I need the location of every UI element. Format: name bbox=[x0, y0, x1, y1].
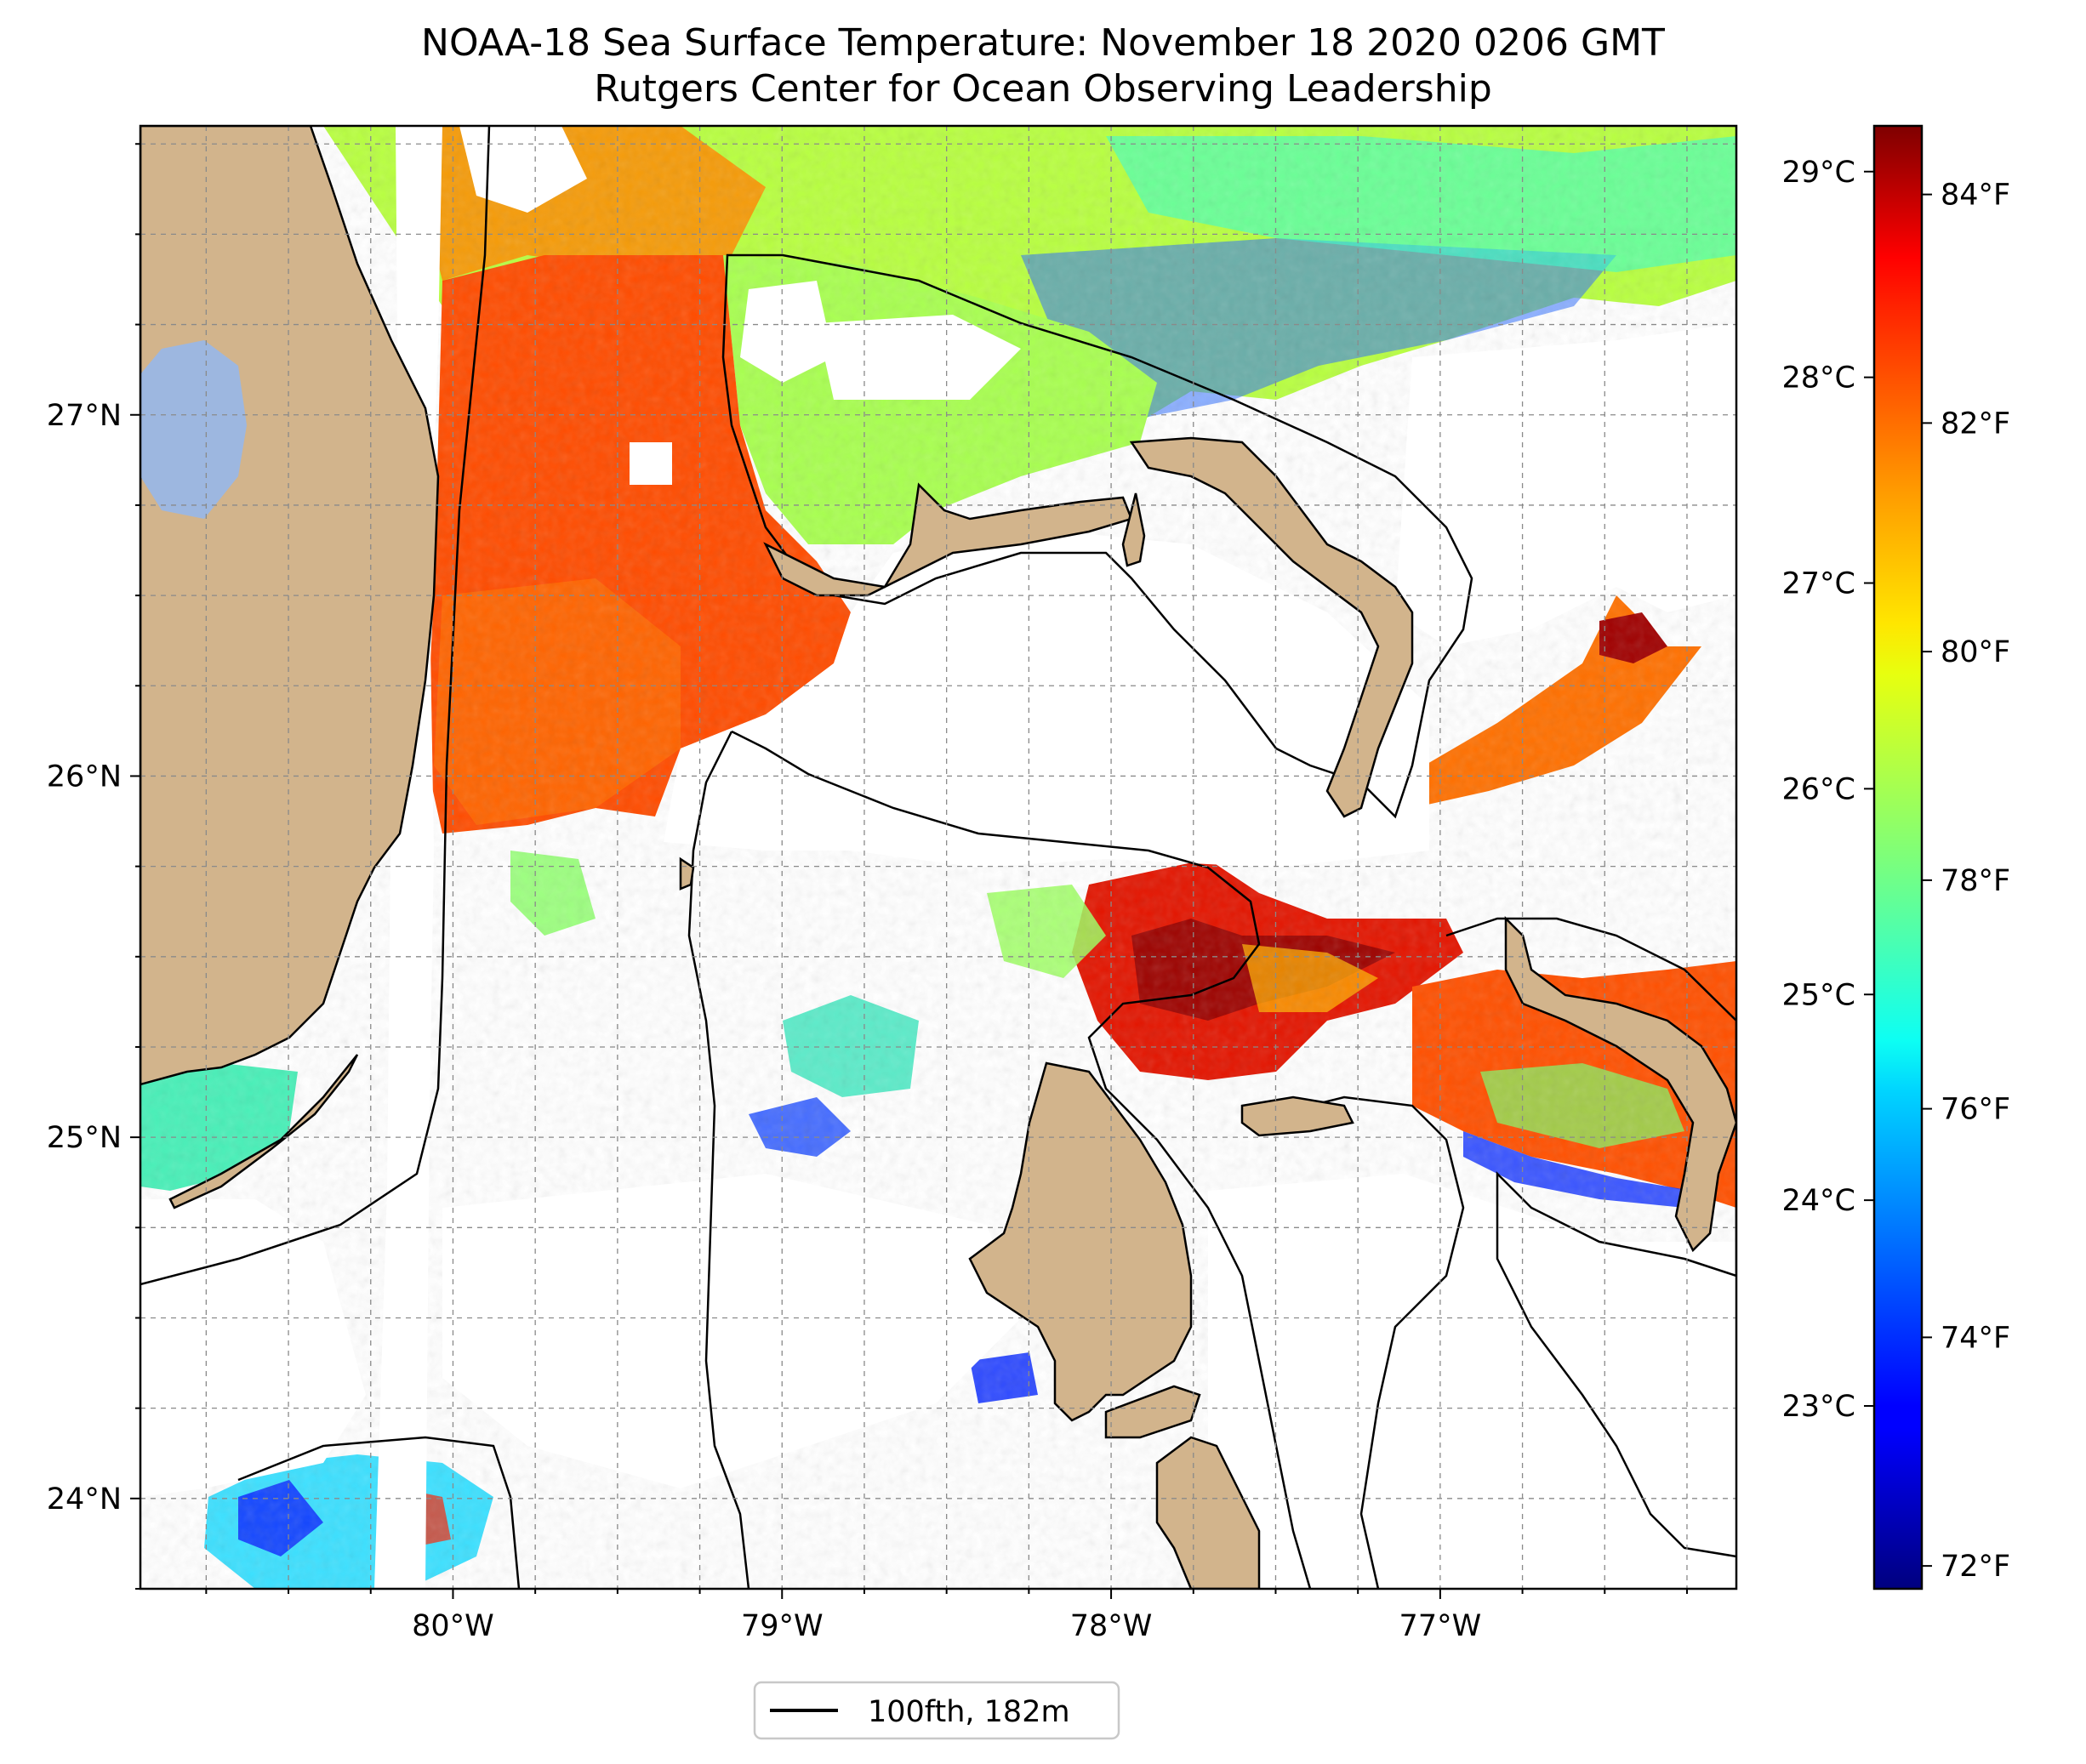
lake-okeechobee bbox=[140, 340, 247, 519]
colorbar-c-label: 23°C bbox=[1782, 1390, 1855, 1424]
map-frame bbox=[139, 124, 1738, 1590]
land-abaco bbox=[1129, 436, 1414, 818]
colorbar-c-label: 25°C bbox=[1782, 978, 1855, 1012]
colorbar-f-label: 80°F bbox=[1941, 635, 2010, 669]
cloud-mask-east bbox=[1395, 323, 1736, 646]
lon-tick-label: 80°W bbox=[412, 1609, 494, 1643]
contour-andros-west bbox=[687, 731, 750, 1589]
lon-tick-label: 77°W bbox=[1399, 1609, 1482, 1643]
contour-great-bahama-bank bbox=[731, 730, 1312, 1589]
legend-box bbox=[753, 1681, 1120, 1740]
colorbar-c-label: 24°C bbox=[1782, 1184, 1855, 1218]
legend[interactable]: 100fth, 182m bbox=[753, 1681, 1120, 1740]
lon-tick-label: 78°W bbox=[1070, 1609, 1153, 1643]
land-layer bbox=[140, 126, 1736, 1589]
cloud-mask-north-2 bbox=[817, 315, 1021, 400]
lat-tick-label: 27°N bbox=[47, 399, 122, 433]
lat-tick-label: 24°N bbox=[47, 1482, 122, 1516]
lat-tick-label: 26°N bbox=[47, 760, 122, 794]
colorbar-c-label: 26°C bbox=[1782, 772, 1855, 806]
land-andros-middle bbox=[1104, 1385, 1201, 1439]
cloud-mask-central bbox=[664, 527, 1429, 868]
cloud-mask-south bbox=[442, 1174, 1021, 1488]
cloud-mask-keys-west bbox=[140, 1199, 366, 1497]
colorbar[interactable]: 72°F 74°F 76°F 78°F 80°F 82°F 84°F 23°C 24°C 25°C… bbox=[1782, 124, 2011, 1590]
land-florida-keys bbox=[168, 1054, 359, 1209]
colorbar-ticks: 72°F 74°F 76°F 78°F 80°F 82°F 84°F 23°C 24°C 25°C… bbox=[1782, 156, 2011, 1584]
contour-exuma bbox=[1445, 917, 1736, 1558]
land-andros bbox=[968, 1061, 1193, 1422]
contour-florida-shelf bbox=[140, 126, 491, 1286]
colorbar-f-label: 78°F bbox=[1941, 864, 2010, 898]
colorbar-c-label: 28°C bbox=[1782, 361, 1855, 395]
land-andros-south bbox=[1155, 1436, 1261, 1589]
cloud-mask-north-1 bbox=[740, 281, 834, 383]
land-berry-islands bbox=[1121, 492, 1146, 567]
land-eleuthera bbox=[1504, 915, 1736, 1253]
colorbar-f-label: 72°F bbox=[1941, 1550, 2010, 1584]
colorbar-c-label: 29°C bbox=[1782, 156, 1855, 190]
contour-tongue-of-ocean bbox=[1275, 1095, 1465, 1589]
colorbar-f-label: 84°F bbox=[1941, 179, 2010, 213]
lon-tick-label: 79°W bbox=[741, 1609, 824, 1643]
map-subtitle: Rutgers Center for Ocean Observing Leade… bbox=[594, 67, 1492, 111]
cloud-mask-north-3 bbox=[459, 126, 587, 213]
colorbar-f-label: 76°F bbox=[1941, 1093, 2010, 1127]
colorbar-gradient bbox=[1872, 124, 1924, 1590]
colorbar-f-label: 82°F bbox=[1941, 407, 2010, 441]
legend-label: 100fth, 182m bbox=[868, 1695, 1070, 1729]
land-new-providence bbox=[1240, 1095, 1354, 1137]
gridlines bbox=[140, 126, 1736, 1589]
map-title: NOAA-18 Sea Surface Temperature: Novembe… bbox=[421, 21, 1665, 65]
colorbar-f-label: 74°F bbox=[1941, 1321, 2010, 1355]
contour-100fth-layer bbox=[140, 126, 1736, 1589]
contour-cay-sal-bank bbox=[237, 1436, 521, 1589]
cloud-mask-patch bbox=[630, 442, 672, 485]
map-panel[interactable]: 80°W 79°W 78°W 77°W 27°N 26°N 25°N 24°N bbox=[47, 124, 1738, 1643]
axis-ticks: 80°W 79°W 78°W 77°W 27°N 26°N 25°N 24°N bbox=[47, 143, 1688, 1643]
lat-tick-label: 25°N bbox=[47, 1121, 122, 1155]
colorbar-c-label: 27°C bbox=[1782, 567, 1855, 601]
